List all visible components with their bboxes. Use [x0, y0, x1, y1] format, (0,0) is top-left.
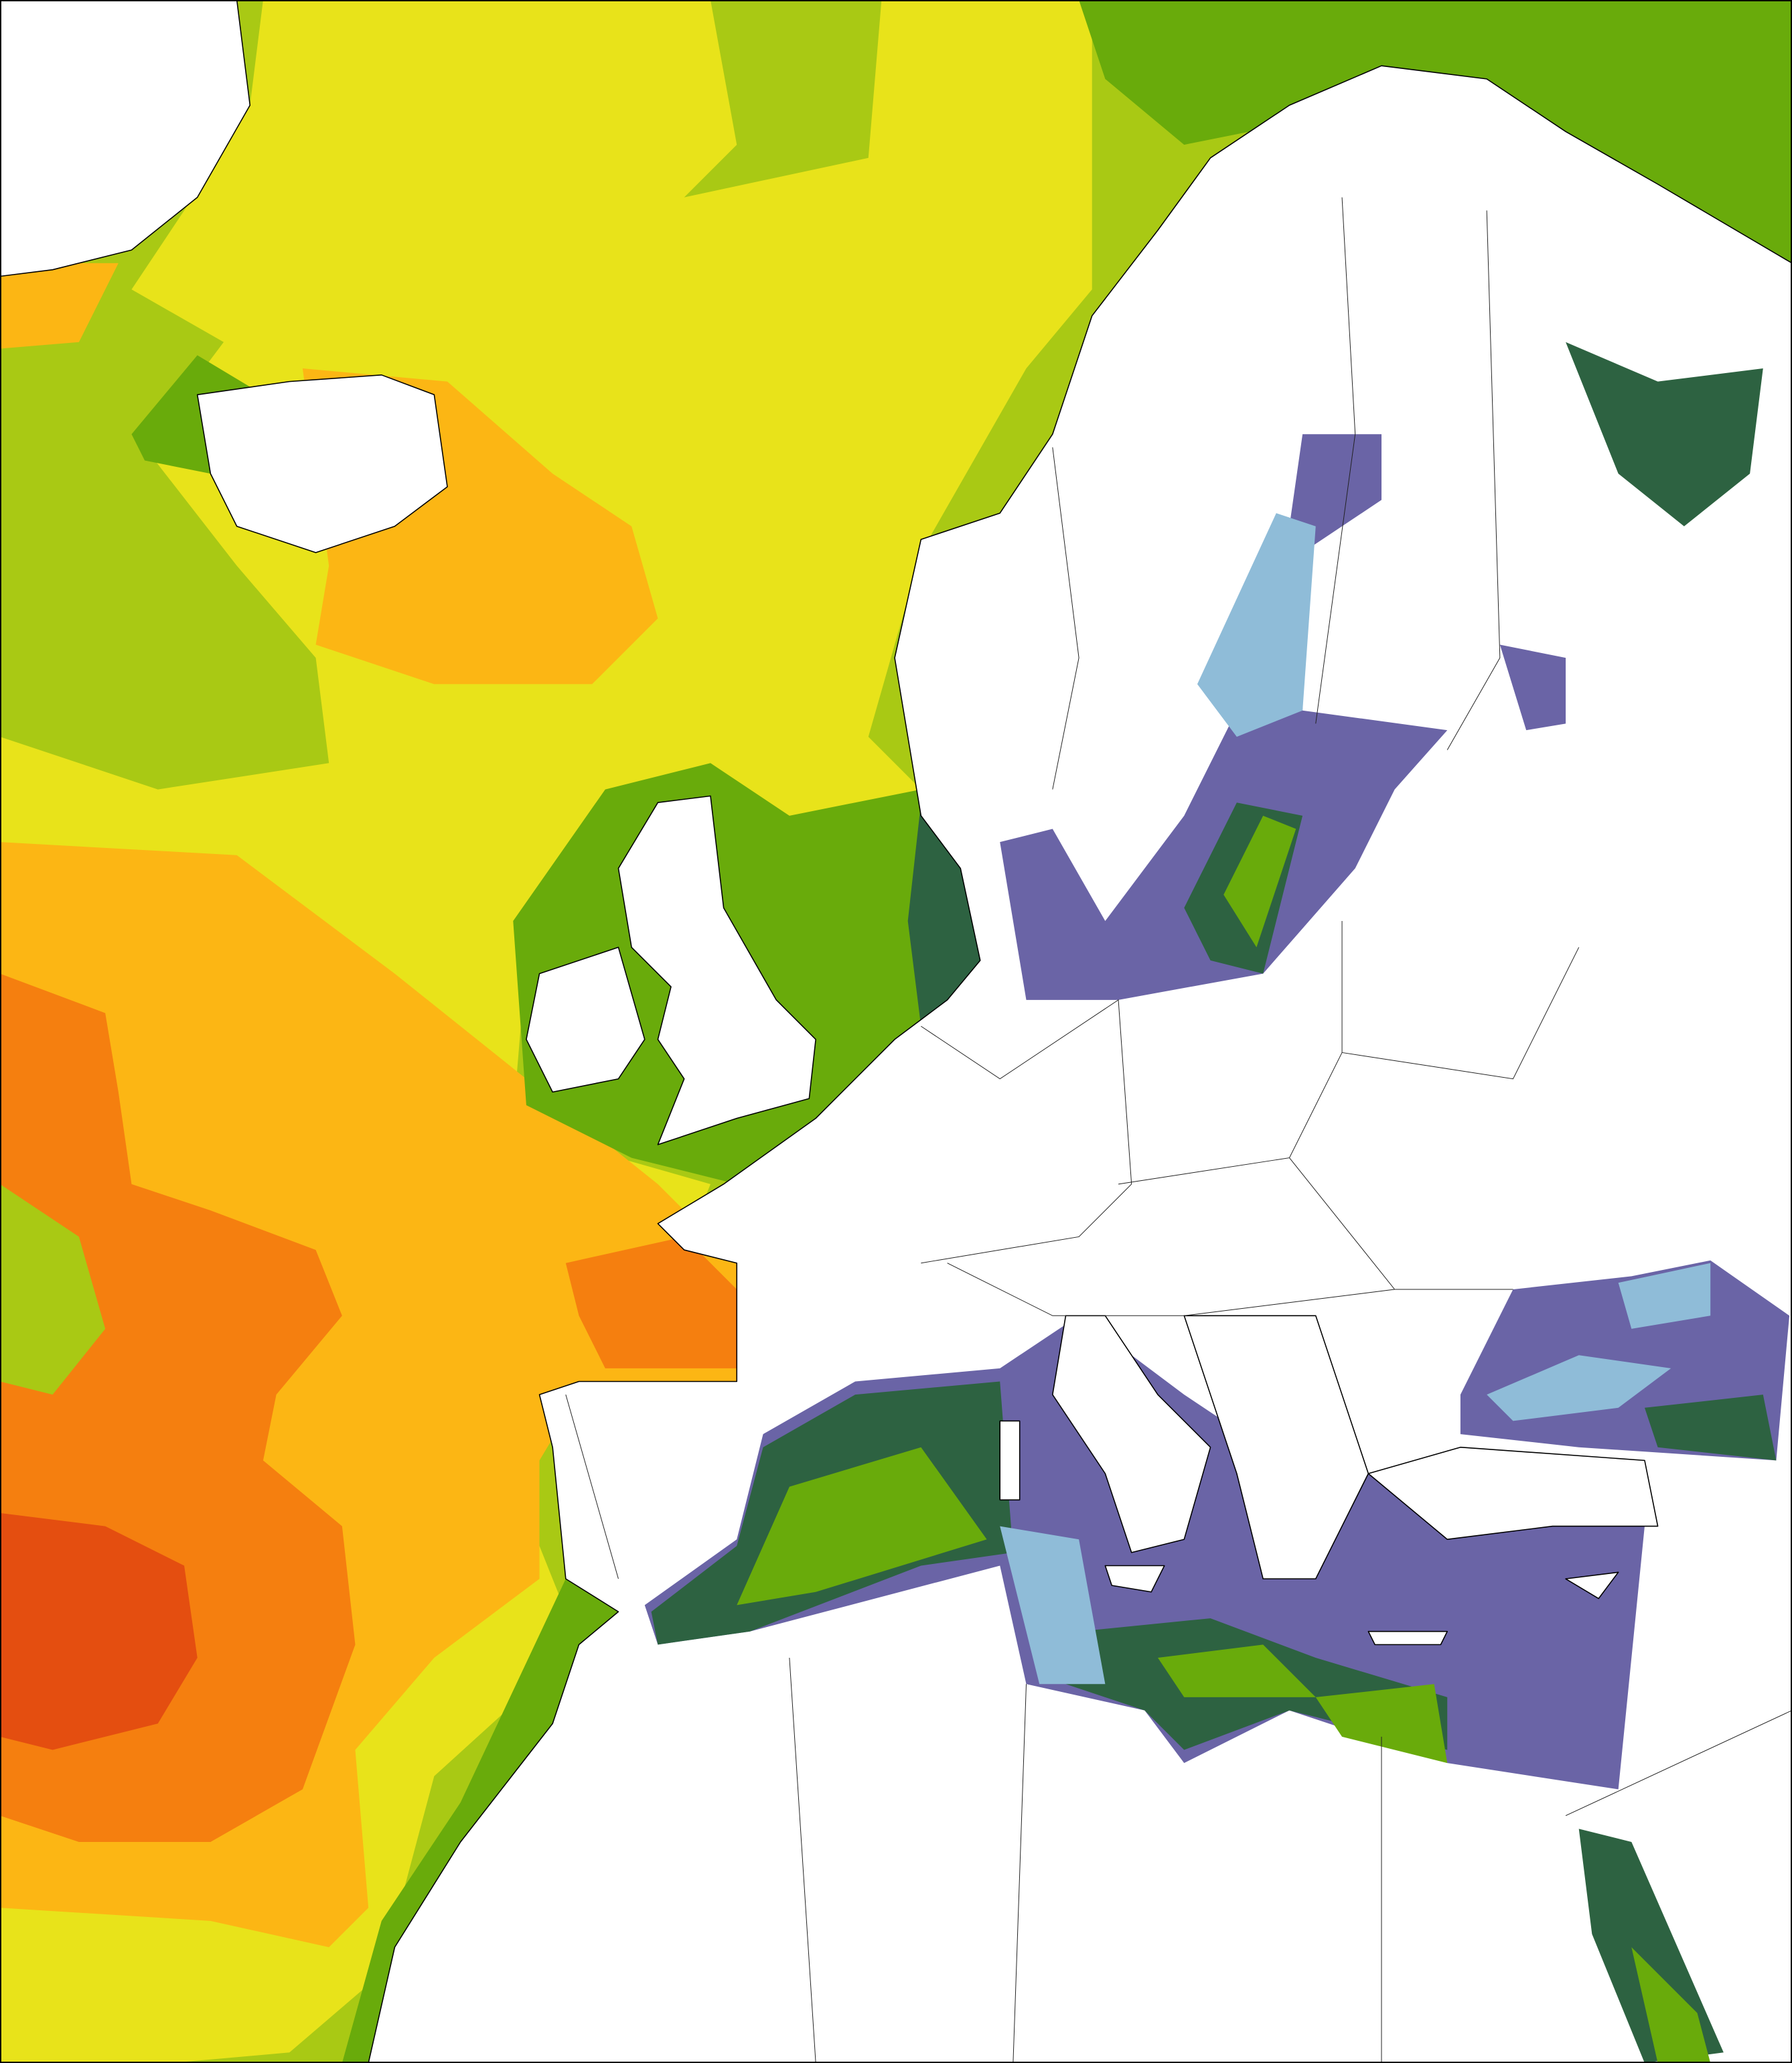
island	[1367, 1630, 1448, 1646]
sea	[1223, 815, 1296, 948]
sea	[1644, 1395, 1777, 1461]
island	[999, 1420, 1021, 1501]
sea	[1000, 434, 1448, 1000]
sea	[1499, 644, 1566, 731]
ocean-zone	[565, 1236, 737, 1368]
sea	[1315, 1684, 1448, 1764]
ocean-zone	[0, 263, 119, 349]
sea	[1197, 513, 1316, 737]
land	[1367, 1446, 1659, 1540]
sea	[1000, 1526, 1106, 1685]
island	[1104, 1565, 1165, 1593]
island	[1565, 1571, 1619, 1599]
ocean-zone	[1079, 0, 1792, 290]
land	[1183, 1315, 1369, 1579]
sea	[1618, 1263, 1711, 1329]
land	[526, 946, 646, 1093]
land	[1052, 1315, 1211, 1553]
land	[617, 795, 816, 1145]
sea	[737, 1447, 987, 1606]
sea	[1566, 342, 1763, 526]
land	[0, 0, 251, 277]
sea	[1631, 1947, 1711, 2063]
land	[196, 374, 448, 553]
ocean-zone	[0, 1512, 198, 1750]
sea	[1487, 1355, 1671, 1421]
sea	[1157, 1644, 1316, 1697]
